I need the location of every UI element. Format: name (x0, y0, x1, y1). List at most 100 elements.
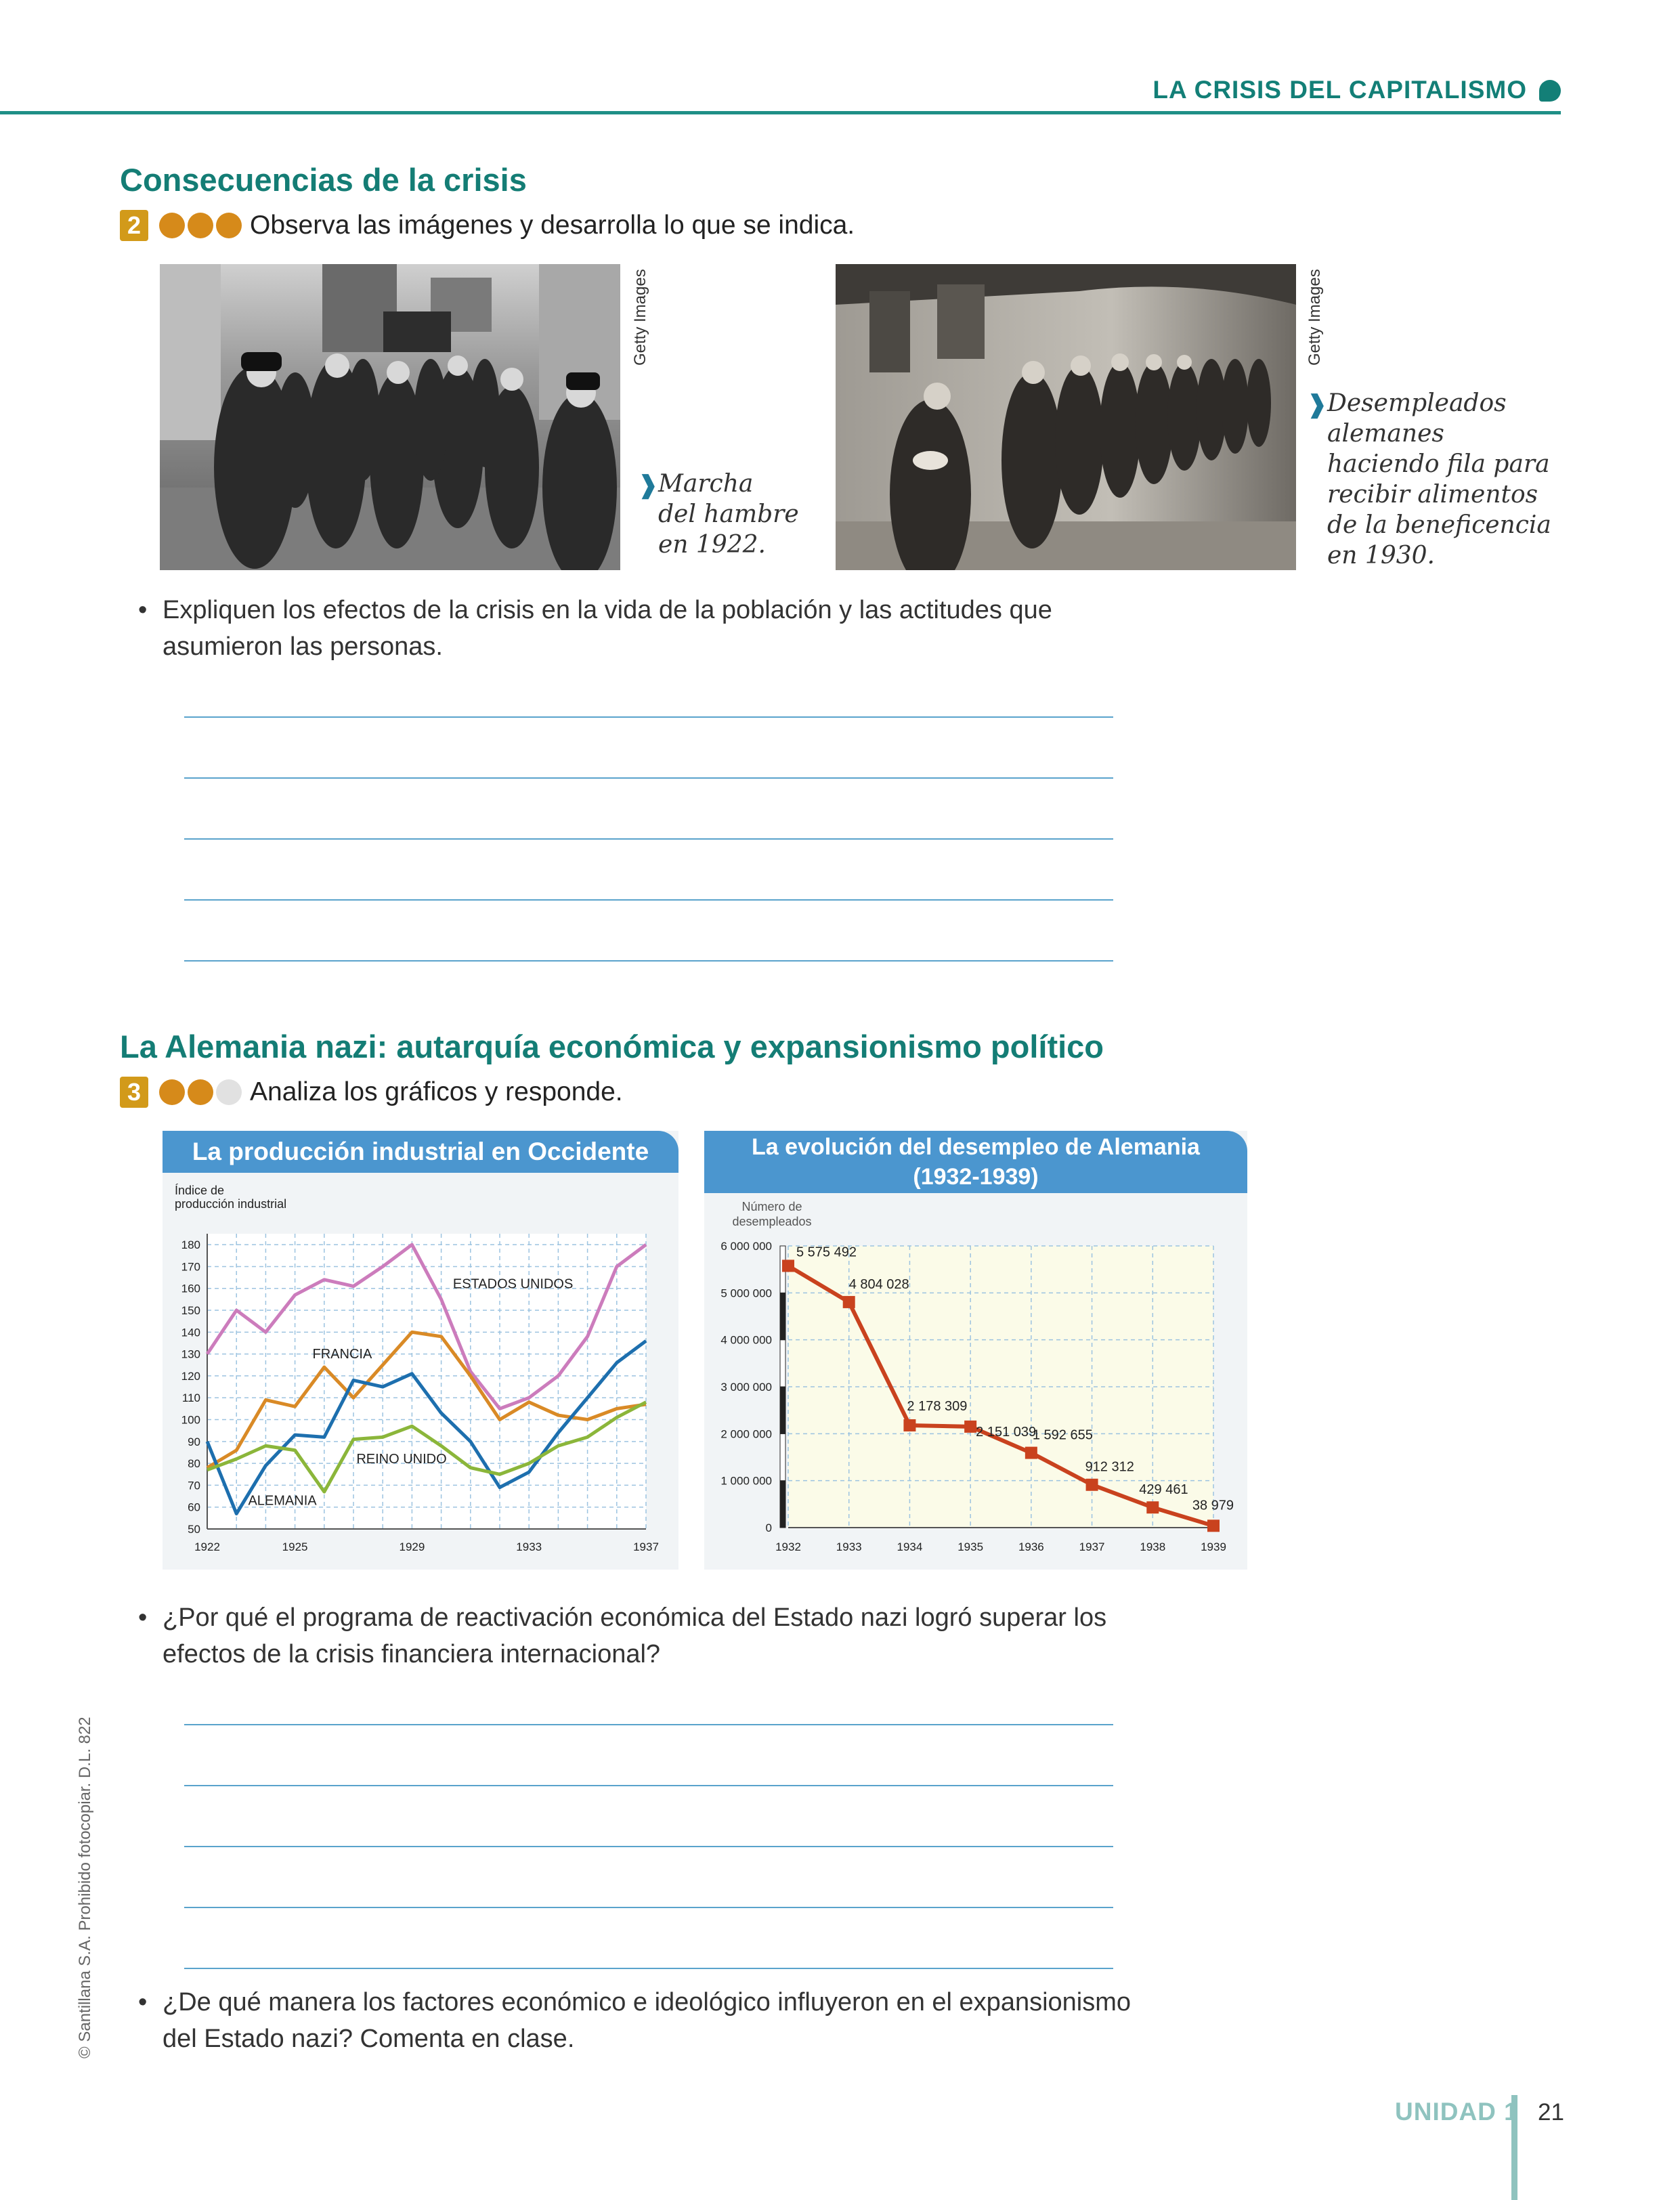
difficulty-dot-icon (159, 1079, 185, 1105)
axis-segment (779, 1292, 786, 1341)
activity-3: 3 Analiza los gráficos y responde. (120, 1075, 623, 1109)
y-tick-label: 150 (181, 1304, 200, 1317)
data-point (903, 1419, 916, 1431)
y-tick-label: 3 000 000 (720, 1381, 772, 1394)
data-point (1085, 1478, 1098, 1491)
bullet-icon: • (138, 1988, 148, 2016)
answer-line[interactable] (184, 716, 1113, 718)
data-point (1025, 1446, 1037, 1459)
photo-credit: Getty Images (631, 269, 649, 366)
data-label: 429 461 (1139, 1482, 1188, 1497)
y-axis-label: desempleados (732, 1215, 811, 1228)
activity-2: 2 Observa las imágenes y desarrolla lo q… (120, 209, 855, 242)
series-label: FRANCIA (313, 1347, 372, 1362)
y-tick-label: 1 000 000 (720, 1475, 772, 1488)
x-tick-label: 1925 (282, 1540, 308, 1553)
header-leaf-icon (1539, 80, 1561, 102)
photo-caption-unemployed: ❱ Desempleados alemanes haciendo fila pa… (1307, 389, 1551, 569)
question-effects: • Expliquen los efectos de la crisis en … (138, 592, 1052, 665)
chart-unemployment-germany: La evolución del desempleo de Alemania (… (704, 1131, 1247, 1570)
axis-segment (779, 1339, 786, 1387)
header-rule (0, 111, 1561, 114)
copyright-notice: © Santillana S.A. Prohibido fotocopiar. … (76, 1717, 94, 2058)
photo-hunger-march (160, 264, 620, 570)
difficulty-dot-icon (188, 1079, 213, 1105)
series-line (205, 1339, 647, 1515)
data-label: 4 804 028 (849, 1277, 909, 1292)
y-tick-label: 120 (181, 1370, 200, 1383)
axis-segment (779, 1433, 786, 1482)
y-tick-label: 70 (188, 1479, 200, 1492)
bullet-icon: • (138, 596, 148, 624)
chart-industrial-production: La producción industrial en Occidente Ín… (163, 1131, 679, 1570)
question-expansionism: • ¿De qué manera los factores económico … (138, 1984, 1131, 2057)
answer-line[interactable] (184, 899, 1113, 901)
y-tick-label: 130 (181, 1348, 200, 1361)
y-tick-label: 180 (181, 1238, 200, 1251)
y-tick-label: 170 (181, 1260, 200, 1273)
x-tick-label: 1933 (516, 1540, 542, 1553)
answer-line[interactable] (184, 1846, 1113, 1847)
y-tick-label: 100 (181, 1414, 200, 1427)
x-tick-label: 1922 (194, 1540, 220, 1553)
question-nazi-program: • ¿Por qué el programa de reactivación e… (138, 1599, 1106, 1673)
difficulty-dot-icon (188, 213, 213, 238)
y-tick-label: 140 (181, 1326, 200, 1339)
header-title: LA CRISIS DEL CAPITALISMO (1153, 76, 1527, 104)
y-tick-label: 50 (188, 1523, 200, 1536)
data-point (782, 1259, 794, 1272)
x-tick-label: 1929 (399, 1540, 425, 1553)
plot-area (207, 1234, 646, 1529)
data-label: 2 151 039 (976, 1425, 1036, 1440)
answer-line[interactable] (184, 1907, 1113, 1908)
photo-unemployed-queue (836, 264, 1296, 570)
y-tick-label: 6 000 000 (720, 1240, 772, 1253)
data-point (842, 1295, 855, 1308)
data-label: 2 178 309 (907, 1399, 967, 1414)
y-tick-label: 2 000 000 (720, 1427, 772, 1440)
x-tick-label: 1935 (957, 1540, 983, 1553)
x-tick-label: 1936 (1018, 1540, 1044, 1553)
y-tick-label: 5 000 000 (720, 1287, 772, 1299)
axis-segment (779, 1480, 786, 1528)
series-label: REINO UNIDO (356, 1452, 446, 1467)
y-tick-label: 110 (182, 1392, 200, 1404)
data-label: 38 979 (1192, 1498, 1234, 1513)
answer-line[interactable] (184, 1968, 1113, 1969)
series-label: ESTADOS UNIDOS (453, 1277, 573, 1292)
series-line (205, 1243, 647, 1410)
difficulty-dot-icon (159, 213, 185, 238)
y-tick-label: 160 (181, 1282, 200, 1295)
axis-segment (779, 1386, 786, 1434)
y-tick-label: 4 000 000 (720, 1334, 772, 1347)
answer-line[interactable] (184, 1724, 1113, 1725)
answer-line[interactable] (184, 838, 1113, 840)
unit-label: UNIDAD 1 (1395, 2098, 1519, 2126)
x-tick-label: 1938 (1140, 1540, 1165, 1553)
y-tick-label: 0 (766, 1522, 772, 1534)
x-tick-label: 1937 (1079, 1540, 1105, 1553)
y-tick-label: 60 (188, 1501, 200, 1514)
difficulty-dot-icon (216, 1079, 242, 1105)
caption-arrow-icon: ❱ (1307, 390, 1328, 418)
bullet-icon: • (138, 1603, 148, 1632)
difficulty-dot-icon (216, 213, 242, 238)
y-tick-label: 90 (188, 1436, 200, 1448)
caption-arrow-icon: ❱ (638, 471, 659, 499)
y-tick-label: 80 (188, 1457, 200, 1470)
y-axis-label: Índice de (175, 1184, 224, 1197)
data-label: 5 575 492 (796, 1245, 857, 1259)
answer-line[interactable] (184, 960, 1113, 962)
x-tick-label: 1933 (836, 1540, 862, 1553)
data-label: 912 312 (1085, 1460, 1134, 1475)
answer-line[interactable] (184, 777, 1113, 779)
series-label: ALEMANIA (248, 1493, 317, 1508)
photo-credit: Getty Images (1306, 269, 1324, 366)
data-point (964, 1420, 977, 1433)
photo-caption-hunger-march: ❱ Marcha del hambre en 1922. (638, 470, 799, 559)
chart-title: La producción industrial en Occidente (163, 1131, 679, 1173)
y-axis-label: producción industrial (175, 1197, 286, 1211)
y-axis-label: Número de (741, 1200, 802, 1213)
x-tick-label: 1937 (633, 1540, 659, 1553)
answer-line[interactable] (184, 1785, 1113, 1786)
